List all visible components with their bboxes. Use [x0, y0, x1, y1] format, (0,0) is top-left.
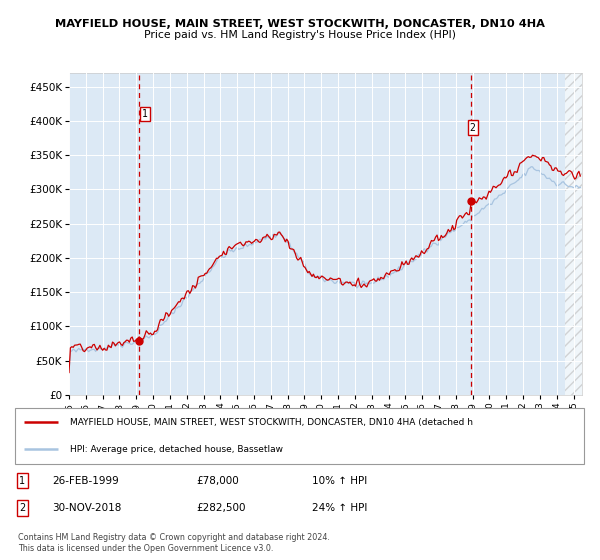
Text: 1: 1: [19, 475, 25, 486]
Text: 1: 1: [142, 109, 148, 119]
Text: 30-NOV-2018: 30-NOV-2018: [52, 503, 122, 513]
Text: MAYFIELD HOUSE, MAIN STREET, WEST STOCKWITH, DONCASTER, DN10 4HA (detached h: MAYFIELD HOUSE, MAIN STREET, WEST STOCKW…: [70, 418, 473, 427]
Text: £282,500: £282,500: [196, 503, 246, 513]
Text: MAYFIELD HOUSE, MAIN STREET, WEST STOCKWITH, DONCASTER, DN10 4HA: MAYFIELD HOUSE, MAIN STREET, WEST STOCKW…: [55, 18, 545, 29]
Text: 24% ↑ HPI: 24% ↑ HPI: [311, 503, 367, 513]
Text: £78,000: £78,000: [196, 475, 239, 486]
Text: 2: 2: [470, 123, 476, 133]
Text: 26-FEB-1999: 26-FEB-1999: [52, 475, 119, 486]
Text: HPI: Average price, detached house, Bassetlaw: HPI: Average price, detached house, Bass…: [70, 445, 283, 454]
Text: Price paid vs. HM Land Registry's House Price Index (HPI): Price paid vs. HM Land Registry's House …: [144, 30, 456, 40]
Text: Contains HM Land Registry data © Crown copyright and database right 2024.: Contains HM Land Registry data © Crown c…: [18, 533, 330, 542]
Text: 10% ↑ HPI: 10% ↑ HPI: [311, 475, 367, 486]
Text: This data is licensed under the Open Government Licence v3.0.: This data is licensed under the Open Gov…: [18, 544, 274, 553]
Bar: [565, 73, 582, 395]
FancyBboxPatch shape: [15, 408, 584, 464]
Text: 2: 2: [19, 503, 25, 513]
